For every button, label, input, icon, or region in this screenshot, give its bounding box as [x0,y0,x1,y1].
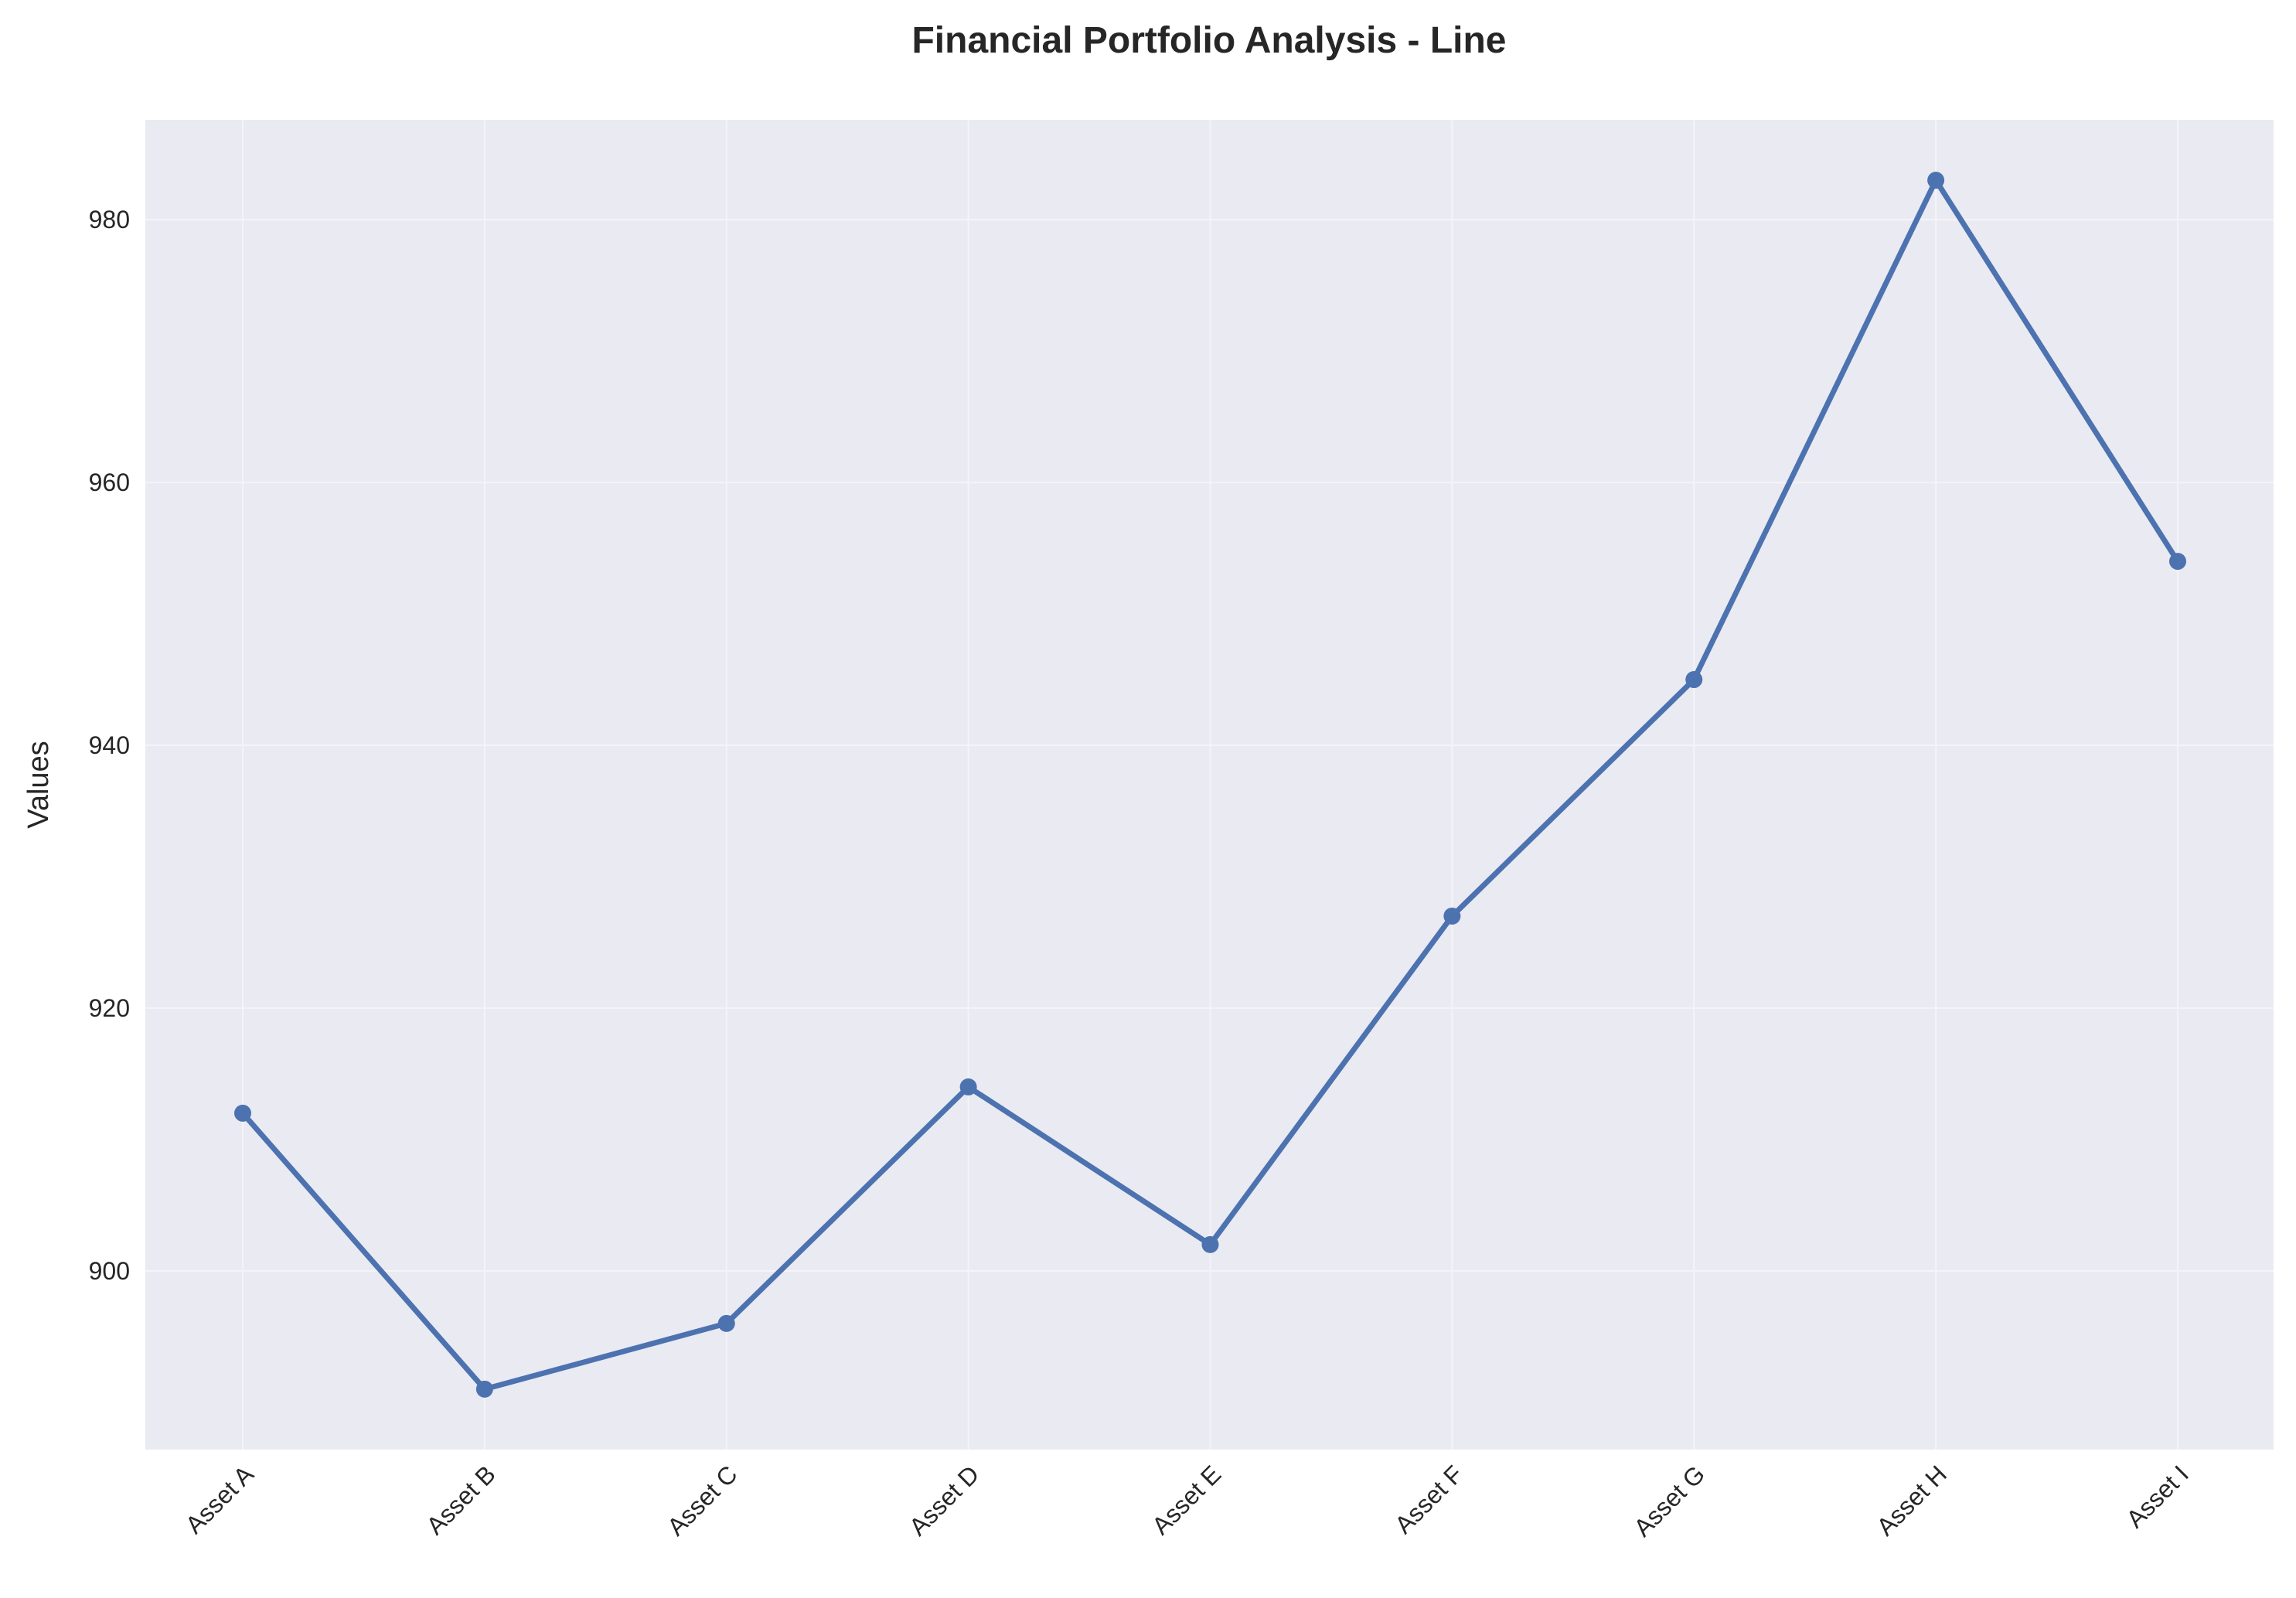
data-point [2169,553,2186,571]
data-point [1927,172,1945,189]
y-tick-label: 940 [89,731,130,759]
data-point [1685,671,1703,689]
data-point [959,1078,977,1095]
data-point [475,1380,493,1398]
y-tick-label: 960 [89,468,130,496]
data-point [717,1314,735,1332]
series-layer [234,172,2186,1398]
data-point [234,1104,251,1122]
chart-title: Financial Portfolio Analysis - Line [911,20,1506,61]
data-point [1443,907,1461,925]
data-point [1201,1235,1219,1253]
y-tick-label: 900 [89,1257,130,1285]
grid [145,120,2274,1450]
y-tick-label: 980 [89,206,130,233]
y-axis-label: Values [22,741,55,828]
y-tick-label: 920 [89,994,130,1022]
